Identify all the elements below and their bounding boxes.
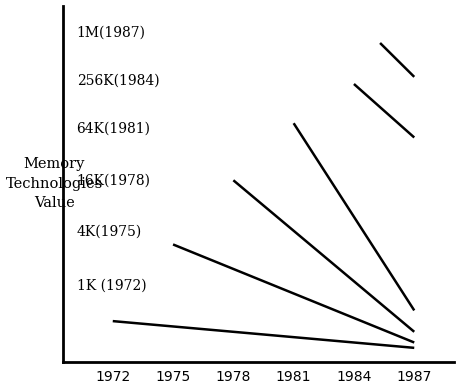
Text: 1K (1972): 1K (1972) [76,278,146,292]
Text: 16K(1978): 16K(1978) [76,173,150,187]
Text: 256K(1984): 256K(1984) [76,73,159,87]
Text: 1M(1987): 1M(1987) [76,25,145,39]
Text: 64K(1981): 64K(1981) [76,122,150,136]
Text: 4K(1975): 4K(1975) [76,225,141,239]
Y-axis label: Memory
Technologies
Value: Memory Technologies Value [6,157,102,210]
